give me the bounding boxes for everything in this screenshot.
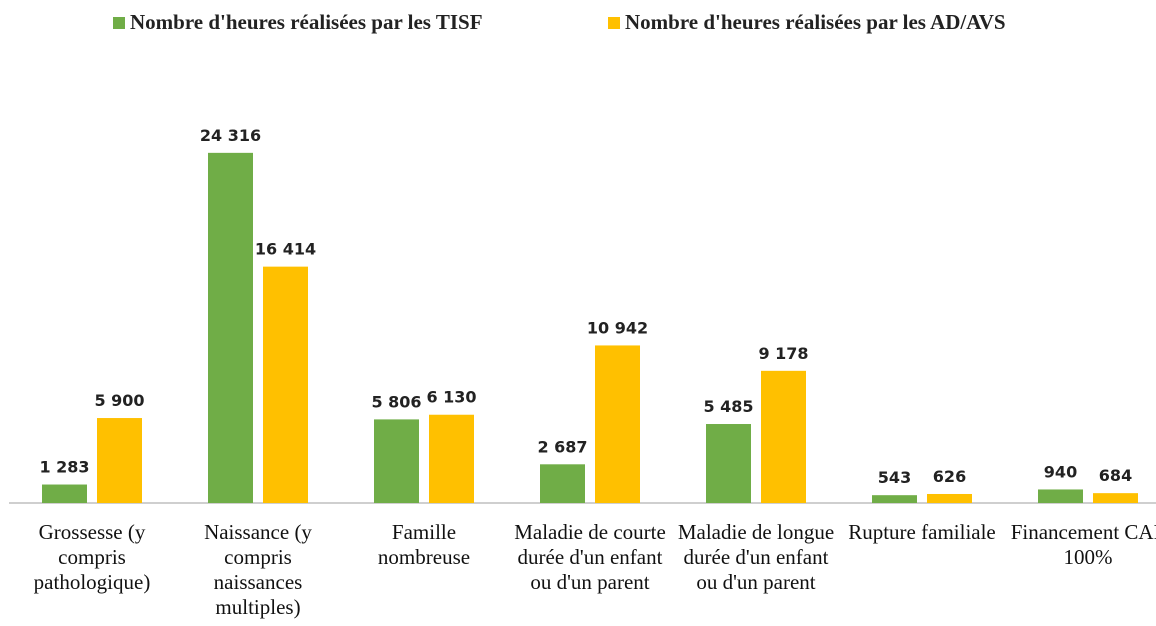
x-tick-label: Naissance (y compris naissances multiple…: [204, 520, 312, 619]
bar: [761, 370, 806, 503]
value-label: 1 283: [39, 458, 89, 477]
value-label: 684: [1099, 466, 1132, 485]
x-tick-label: Grossesse (y compris pathologique): [33, 520, 151, 594]
value-label: 5 806: [371, 392, 421, 411]
legend-swatch: [113, 17, 125, 29]
bar: [42, 484, 87, 503]
bar: [1038, 489, 1083, 503]
value-label: 2 687: [537, 437, 587, 456]
bar: [540, 464, 585, 503]
legend-swatch: [608, 17, 620, 29]
value-label: 6 130: [426, 388, 476, 407]
bar: [263, 266, 308, 503]
value-label: 16 414: [255, 240, 316, 259]
value-label: 940: [1044, 462, 1077, 481]
legend-label: Nombre d'heures réalisées par les TISF: [130, 10, 483, 34]
bar: [1093, 493, 1138, 503]
value-label: 9 178: [758, 344, 808, 363]
value-label: 5 900: [94, 391, 144, 410]
bar: [208, 152, 253, 503]
value-label: 626: [933, 467, 966, 486]
bar: [872, 495, 917, 503]
value-label: 543: [878, 468, 911, 487]
value-label: 10 942: [587, 318, 648, 337]
bar: [595, 345, 640, 503]
value-label: 5 485: [703, 397, 753, 416]
value-label: 24 316: [200, 126, 261, 145]
bar: [706, 424, 751, 503]
bar: [927, 493, 972, 503]
x-tick-label: Rupture familiale: [848, 520, 996, 544]
x-tick-label: Maladie de courte durée d'un enfant ou d…: [514, 520, 666, 594]
bar: [429, 414, 474, 503]
legend-label: Nombre d'heures réalisées par les AD/AVS: [625, 10, 1006, 34]
bar: [374, 419, 419, 503]
bar: [97, 418, 142, 503]
x-tick-label: Famille nombreuse: [377, 520, 471, 569]
x-tick-label: Maladie de longue durée d'un enfant ou d…: [677, 520, 835, 594]
x-tick-label: Financement CAF 100%: [1010, 520, 1156, 569]
